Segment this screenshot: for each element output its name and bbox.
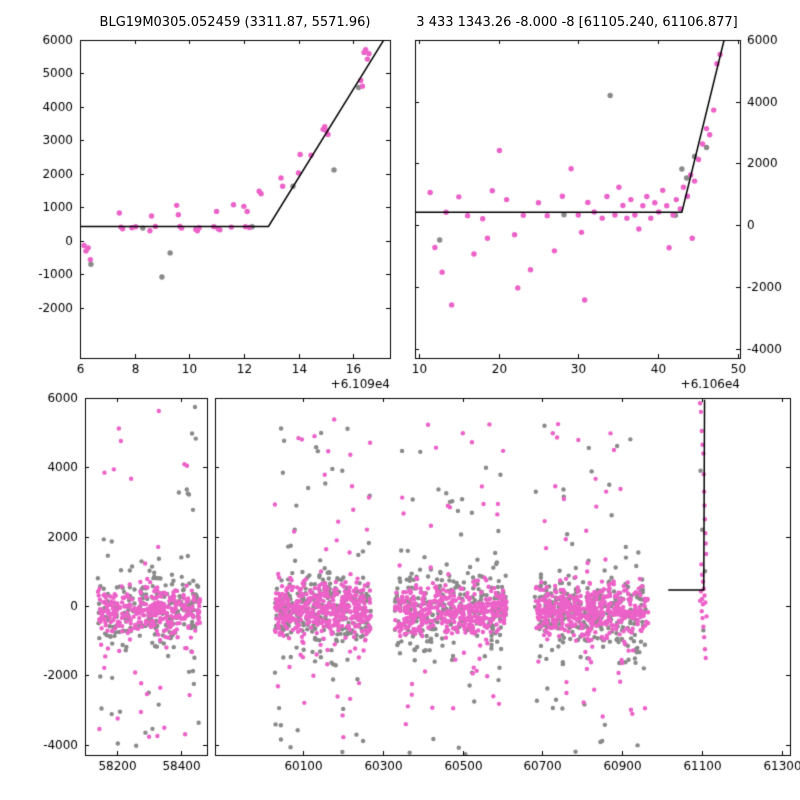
plot-title-right: 3 433 1343.26 -8.000 -8 [61105.240, 6110… — [416, 15, 738, 30]
plot-title-left: BLG19M0305.052459 (3311.87, 5571.96) — [99, 15, 371, 30]
